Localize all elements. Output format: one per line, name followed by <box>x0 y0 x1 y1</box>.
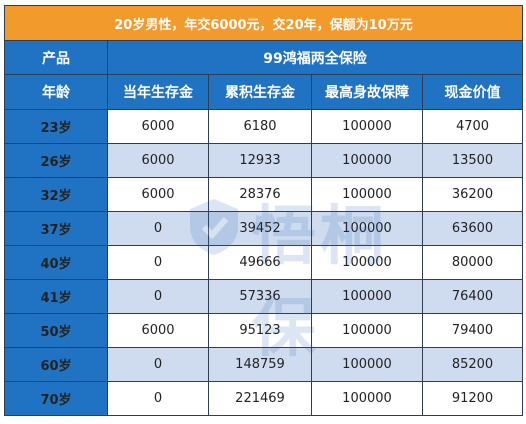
header-annual-survival: 当年生存金 <box>107 74 209 110</box>
annual-survival-cell: 0 <box>107 347 209 382</box>
death-benefit-cell: 100000 <box>311 313 423 348</box>
cash-value-cell: 79400 <box>421 313 524 348</box>
table-row: 23岁 6000 6180 100000 4700 <box>4 109 524 144</box>
insurance-table-container: 20岁男性，年交6000元，交20年，保额为10万元 产品 99鸿福两全保险 年… <box>3 5 524 421</box>
cumulative-survival-cell: 12933 <box>208 143 312 178</box>
header-max-death-benefit: 最高身故保障 <box>311 74 423 110</box>
cash-value-cell: 63600 <box>421 211 524 246</box>
table-row: 41岁 0 57336 100000 76400 <box>4 279 524 314</box>
table-row: 60岁 0 148759 100000 85200 <box>4 347 524 382</box>
header-cash-value: 现金价值 <box>421 74 524 110</box>
death-benefit-cell: 100000 <box>311 347 423 382</box>
age-cell: 40岁 <box>4 245 108 280</box>
death-benefit-cell: 100000 <box>311 177 423 212</box>
cash-value-cell: 13500 <box>421 143 524 178</box>
table-row: 40岁 0 49666 100000 80000 <box>4 245 524 280</box>
annual-survival-cell: 0 <box>107 245 209 280</box>
death-benefit-cell: 100000 <box>311 211 423 246</box>
product-label: 产品 <box>4 40 108 75</box>
death-benefit-cell: 100000 <box>311 245 423 280</box>
age-cell: 70岁 <box>4 381 108 416</box>
cash-value-cell: 76400 <box>421 279 524 314</box>
cash-value-cell: 85200 <box>421 347 524 382</box>
cash-value-cell: 80000 <box>421 245 524 280</box>
cash-value-cell: 36200 <box>421 177 524 212</box>
table-row: 26岁 6000 12933 100000 13500 <box>4 143 524 178</box>
table-row: 50岁 6000 95123 100000 79400 <box>4 313 524 348</box>
death-benefit-cell: 100000 <box>311 143 423 178</box>
cumulative-survival-cell: 95123 <box>208 313 312 348</box>
annual-survival-cell: 0 <box>107 211 209 246</box>
header-age: 年龄 <box>4 74 108 110</box>
age-cell: 37岁 <box>4 211 108 246</box>
annual-survival-cell: 6000 <box>107 143 209 178</box>
cumulative-survival-cell: 221469 <box>208 381 312 416</box>
cash-value-cell: 91200 <box>421 381 524 416</box>
product-row: 产品 99鸿福两全保险 <box>4 40 524 75</box>
age-cell: 23岁 <box>4 109 108 144</box>
cumulative-survival-cell: 57336 <box>208 279 312 314</box>
table-row: 70岁 0 221469 100000 91200 <box>4 381 524 416</box>
age-cell: 50岁 <box>4 313 108 348</box>
cumulative-survival-cell: 6180 <box>208 109 312 144</box>
column-header-row: 年龄 当年生存金 累积生存金 最高身故保障 现金价值 <box>4 74 524 110</box>
age-cell: 41岁 <box>4 279 108 314</box>
annual-survival-cell: 6000 <box>107 177 209 212</box>
age-cell: 60岁 <box>4 347 108 382</box>
cumulative-survival-cell: 28376 <box>208 177 312 212</box>
cumulative-survival-cell: 148759 <box>208 347 312 382</box>
death-benefit-cell: 100000 <box>311 279 423 314</box>
table-row: 37岁 0 39452 100000 63600 <box>4 211 524 246</box>
annual-survival-cell: 6000 <box>107 109 209 144</box>
age-cell: 26岁 <box>4 143 108 178</box>
cumulative-survival-cell: 39452 <box>208 211 312 246</box>
death-benefit-cell: 100000 <box>311 109 423 144</box>
annual-survival-cell: 0 <box>107 279 209 314</box>
table-title: 20岁男性，年交6000元，交20年，保额为10万元 <box>3 5 524 41</box>
age-cell: 32岁 <box>4 177 108 212</box>
cumulative-survival-cell: 49666 <box>208 245 312 280</box>
death-benefit-cell: 100000 <box>311 381 423 416</box>
insurance-benefit-table: 20岁男性，年交6000元，交20年，保额为10万元 产品 99鸿福两全保险 年… <box>3 5 524 416</box>
table-row: 32岁 6000 28376 100000 36200 <box>4 177 524 212</box>
annual-survival-cell: 0 <box>107 381 209 416</box>
product-name: 99鸿福两全保险 <box>106 40 524 75</box>
header-cumulative-survival: 累积生存金 <box>208 74 312 110</box>
annual-survival-cell: 6000 <box>107 313 209 348</box>
cash-value-cell: 4700 <box>421 109 524 144</box>
table-title-row: 20岁男性，年交6000元，交20年，保额为10万元 <box>3 5 524 41</box>
